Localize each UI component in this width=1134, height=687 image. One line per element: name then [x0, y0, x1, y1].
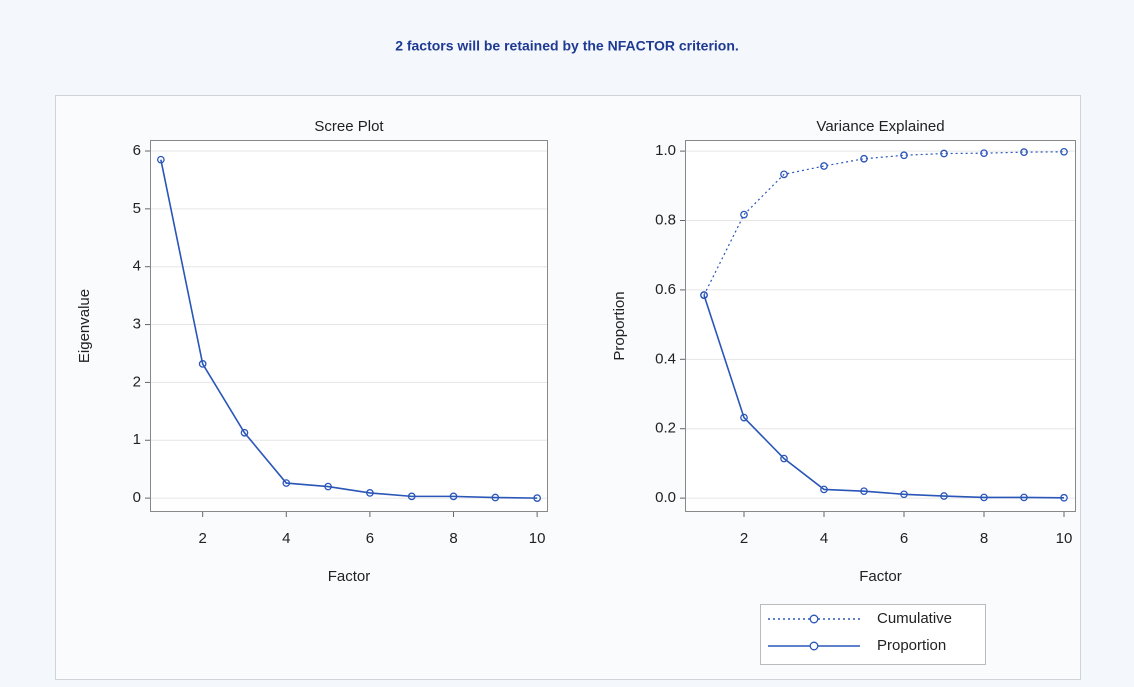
- legend-label: Proportion: [877, 637, 946, 654]
- y-tick-label: 0.4: [655, 350, 676, 367]
- series-line: [160, 159, 538, 499]
- x-tick-label: 10: [529, 530, 546, 547]
- y-tick-label: 3: [133, 316, 141, 333]
- marker: [900, 490, 908, 499]
- y-axis-label: Eigenvalue: [76, 289, 93, 363]
- y-tick-label: 0.8: [655, 211, 676, 228]
- y-tick-label: 2: [133, 373, 141, 390]
- x-tick-label: 10: [1056, 530, 1073, 547]
- legend-box: [760, 604, 986, 665]
- marker: [240, 428, 249, 437]
- marker: [900, 151, 908, 160]
- plot-border: [685, 140, 1076, 512]
- marker: [780, 454, 788, 463]
- marker: [860, 154, 868, 163]
- legend-marker: [809, 614, 819, 624]
- y-tick-label: 1: [133, 431, 141, 448]
- marker: [740, 413, 748, 422]
- marker: [860, 487, 868, 496]
- marker: [740, 210, 748, 219]
- marker: [980, 149, 988, 158]
- y-tick-label: 0.2: [655, 420, 676, 437]
- y-tick-label: 0.0: [655, 489, 676, 506]
- y-tick-label: 4: [133, 258, 141, 275]
- marker: [980, 493, 988, 502]
- x-tick-label: 4: [282, 530, 290, 547]
- marker: [1060, 493, 1068, 502]
- y-axis-label: Proportion: [611, 291, 628, 360]
- y-tick-label: 5: [133, 200, 141, 217]
- marker: [366, 489, 374, 497]
- chart-title: Variance Explained: [816, 118, 944, 135]
- marker: [1020, 493, 1028, 502]
- x-tick-label: 4: [820, 530, 828, 547]
- plot-area: [685, 140, 1076, 512]
- marker: [282, 479, 291, 487]
- x-axis-label: Factor: [859, 568, 902, 585]
- y-tick-label: 0: [133, 489, 141, 506]
- x-tick-label: 6: [366, 530, 374, 547]
- marker: [198, 360, 207, 368]
- x-tick-label: 2: [740, 530, 748, 547]
- marker: [1060, 147, 1068, 156]
- legend-marker: [809, 641, 819, 651]
- marker: [820, 485, 828, 494]
- page-title: 2 factors will be retained by the NFACTO…: [395, 38, 739, 54]
- marker: [533, 494, 541, 502]
- marker: [780, 170, 788, 179]
- x-tick-label: 2: [199, 530, 207, 547]
- marker: [940, 492, 948, 500]
- chart-title: Scree Plot: [314, 118, 384, 135]
- marker: [407, 492, 416, 501]
- marker: [940, 149, 948, 158]
- marker: [449, 492, 458, 501]
- y-tick-label: 1.0: [655, 142, 676, 159]
- plot-border: [150, 140, 548, 512]
- x-tick-label: 8: [449, 530, 457, 547]
- marker: [324, 482, 332, 491]
- marker: [820, 162, 828, 170]
- x-axis-label: Factor: [328, 568, 371, 585]
- marker: [491, 493, 500, 502]
- y-tick-label: 6: [133, 142, 141, 159]
- y-tick-label: 0.6: [655, 281, 676, 298]
- x-tick-label: 6: [900, 530, 908, 547]
- plot-area: [150, 140, 548, 512]
- marker: [1020, 148, 1028, 156]
- series-line: [703, 294, 1065, 499]
- x-tick-label: 8: [980, 530, 988, 547]
- marker: [700, 291, 708, 299]
- legend-label: Cumulative: [877, 610, 952, 627]
- marker: [157, 155, 165, 164]
